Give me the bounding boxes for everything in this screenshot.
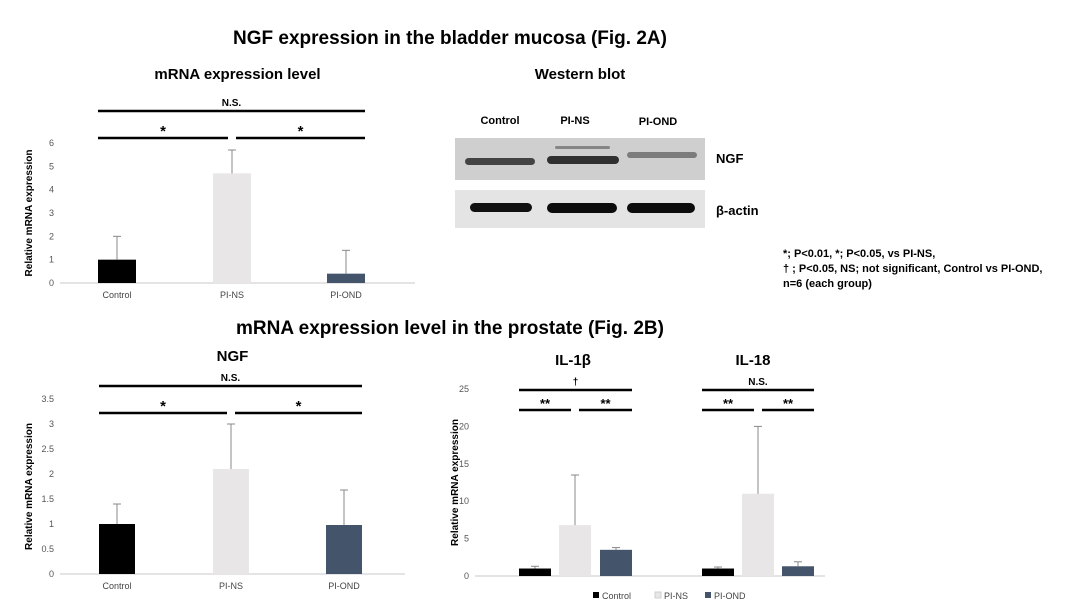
blot-lane-label: PI-NS	[560, 115, 590, 127]
y-tick-label: 2	[49, 469, 54, 479]
x-tick-label: PI-OND	[328, 581, 360, 591]
bar	[600, 549, 632, 576]
blot-actin-strip	[455, 190, 705, 228]
figure-2a-title: NGF expression in the bladder mucosa (Fi…	[233, 28, 667, 49]
x-tick-label: PI-OND	[330, 290, 362, 300]
bar	[702, 568, 734, 576]
legend-label: PI-NS	[664, 591, 688, 601]
legend-label: Control	[602, 591, 631, 601]
blot-band	[465, 158, 535, 165]
blot-band	[627, 203, 695, 213]
significance-label: *	[160, 123, 166, 140]
y-tick-label: 0.5	[41, 544, 54, 554]
significance-label: *	[296, 398, 302, 415]
y-axis-label: Relative mRNA expression	[24, 150, 35, 277]
y-tick-label: 10	[459, 496, 469, 506]
y-tick-label: 2	[49, 231, 54, 241]
blot-lane-label: Control	[480, 115, 520, 127]
stats-note-line: *; P<0.01, *; P<0.05, vs PI-NS,	[783, 248, 936, 260]
legend-swatch	[593, 592, 599, 598]
chart-ngf-prostate-title: NGF	[216, 348, 249, 365]
stats-note-line: † ; P<0.05, NS; not significant, Control…	[783, 263, 1043, 275]
bar	[213, 469, 249, 574]
y-tick-label: 20	[459, 421, 469, 431]
significance-label: **	[723, 396, 734, 411]
bar	[782, 566, 814, 576]
y-tick-label: 0	[464, 571, 469, 581]
blot-band	[470, 203, 532, 212]
x-tick-label: Control	[102, 581, 131, 591]
blot-band	[627, 152, 697, 158]
significance-label: N.S.	[221, 373, 241, 384]
y-tick-label: 1	[49, 519, 54, 529]
significance-label: N.S.	[748, 377, 768, 388]
chart-il1b-title: IL-1β	[555, 352, 591, 369]
y-tick-label: 0	[49, 278, 54, 288]
western-blot-title: Western blot	[534, 66, 626, 83]
legend-label: PI-OND	[714, 591, 746, 601]
chart-mrna-bladder-title: mRNA expression level	[154, 66, 321, 83]
blot-ngf-strip	[455, 138, 705, 180]
blot-marker-actin: β-actin	[716, 203, 759, 218]
y-tick-label: 5	[49, 161, 54, 171]
bar	[326, 525, 362, 574]
significance-label: **	[600, 396, 611, 411]
bar	[559, 525, 591, 576]
bar	[99, 524, 135, 574]
legend-swatch	[654, 591, 662, 599]
blot-band	[547, 203, 617, 213]
chart-il18-title: IL-18	[735, 352, 771, 369]
y-tick-label: 1.5	[41, 494, 54, 504]
significance-label: *	[160, 398, 166, 415]
y-tick-label: 0	[49, 569, 54, 579]
x-tick-label: PI-NS	[220, 290, 244, 300]
legend-swatch	[705, 592, 711, 598]
figure-2b-title: mRNA expression level in the prostate (F…	[236, 318, 664, 339]
significance-label: N.S.	[222, 98, 242, 109]
x-tick-label: PI-NS	[219, 581, 243, 591]
significance-label: *	[298, 123, 304, 140]
significance-label: **	[540, 396, 551, 411]
chart-il-prostate: 0 5 10 15 20 25 Relative mRNA expression † ** ** N…	[450, 377, 825, 601]
chart-mrna-bladder: 0 1 2 3 4 5 6 Relative mRNA expression Control PI…	[24, 98, 415, 300]
y-tick-label: 4	[49, 185, 54, 195]
y-tick-label: 3	[49, 208, 54, 218]
blot-band	[547, 156, 619, 164]
y-tick-label: 25	[459, 384, 469, 394]
significance-label: **	[783, 396, 794, 411]
bar	[213, 173, 251, 283]
bar	[98, 259, 136, 283]
blot-band	[555, 146, 610, 149]
stats-note-line: n=6 (each group)	[783, 278, 872, 290]
significance-label: †	[573, 377, 579, 388]
y-tick-label: 2.5	[41, 444, 54, 454]
y-axis-label: Relative mRNA expression	[24, 423, 35, 550]
y-tick-label: 5	[464, 534, 469, 544]
y-axis-label: Relative mRNA expression	[450, 419, 461, 546]
y-tick-label: 6	[49, 138, 54, 148]
blot-lane-label: PI-OND	[638, 116, 678, 128]
bar	[327, 273, 365, 283]
chart-ngf-prostate: 0 0.5 1 1.5 2 2.5 3 3.5 Relative mRNA expression…	[24, 373, 405, 591]
bar	[519, 568, 551, 576]
y-tick-label: 3	[49, 419, 54, 429]
stats-note: *; P<0.01, *; P<0.05, vs PI-NS, † ; P<0.…	[783, 247, 1042, 292]
bar	[742, 493, 774, 576]
y-tick-label: 1	[49, 255, 54, 265]
y-tick-label: 3.5	[41, 394, 54, 404]
blot-marker-ngf: NGF	[716, 151, 744, 166]
y-tick-label: 15	[459, 459, 469, 469]
x-tick-label: Control	[102, 290, 131, 300]
